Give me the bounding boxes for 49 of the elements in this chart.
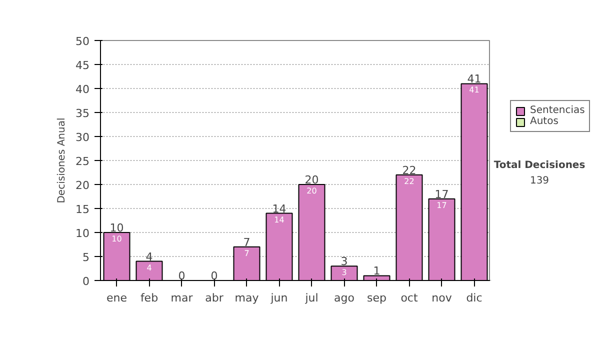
data-label: 22 (404, 176, 414, 186)
y-tick-label: 35 (76, 107, 90, 120)
data-label: 17 (436, 200, 447, 210)
x-tick-label: ago (334, 292, 355, 304)
legend-label: Autos (530, 116, 558, 127)
x-tick-label: nov (432, 292, 452, 304)
total-label: 14 (272, 202, 286, 216)
total-label: 17 (434, 188, 449, 201)
total-label: 0 (178, 270, 186, 282)
y-tick-label: 15 (76, 203, 90, 216)
x-tick-label: jun (270, 292, 288, 304)
data-label: 14 (274, 215, 284, 224)
data-label: 10 (112, 234, 122, 244)
y-tick-label: 5 (82, 251, 90, 264)
total-label: 7 (243, 236, 250, 249)
x-tick-label: dic (466, 292, 482, 304)
data-label: 3 (342, 268, 347, 278)
y-axis-title: Decisiones Anual (56, 118, 68, 204)
y-tick-label: 45 (76, 59, 90, 72)
x-tick-label: abr (205, 292, 224, 304)
x-tick-label: feb (140, 292, 158, 304)
y-tick-label: 50 (76, 35, 90, 48)
data-label: 7 (244, 248, 250, 258)
total-label: 4 (146, 250, 153, 264)
total-label: 20 (304, 174, 319, 186)
text: 139 (530, 176, 550, 187)
x-tick-label: sep (367, 292, 387, 304)
x-tick-label: ene (106, 292, 128, 304)
total-label: 1 (373, 264, 380, 278)
y-tick-label: 30 (76, 131, 90, 144)
y-tick-label: 0 (82, 275, 90, 288)
x-tick-label: jul (304, 292, 318, 304)
total-label: 3 (340, 255, 348, 268)
x-tick-label: may (234, 292, 260, 304)
total-label: 22 (402, 164, 416, 177)
x-tick-label: oct (400, 292, 418, 304)
total-label: 0 (210, 270, 218, 282)
data-label: 41 (469, 86, 480, 95)
text: Total Decisiones (494, 160, 586, 171)
y-tick-label: 20 (76, 179, 90, 192)
y-tick-label: 40 (76, 83, 90, 96)
y-tick-label: 25 (76, 155, 90, 168)
legend-label: Sentencias (530, 105, 585, 116)
total-label: 10 (110, 222, 124, 234)
data-label: 4 (146, 263, 152, 272)
total-label: 41 (467, 72, 482, 86)
x-tick-label: mar (170, 292, 194, 304)
y-tick-label: 10 (76, 227, 90, 240)
data-label: 20 (306, 186, 317, 196)
